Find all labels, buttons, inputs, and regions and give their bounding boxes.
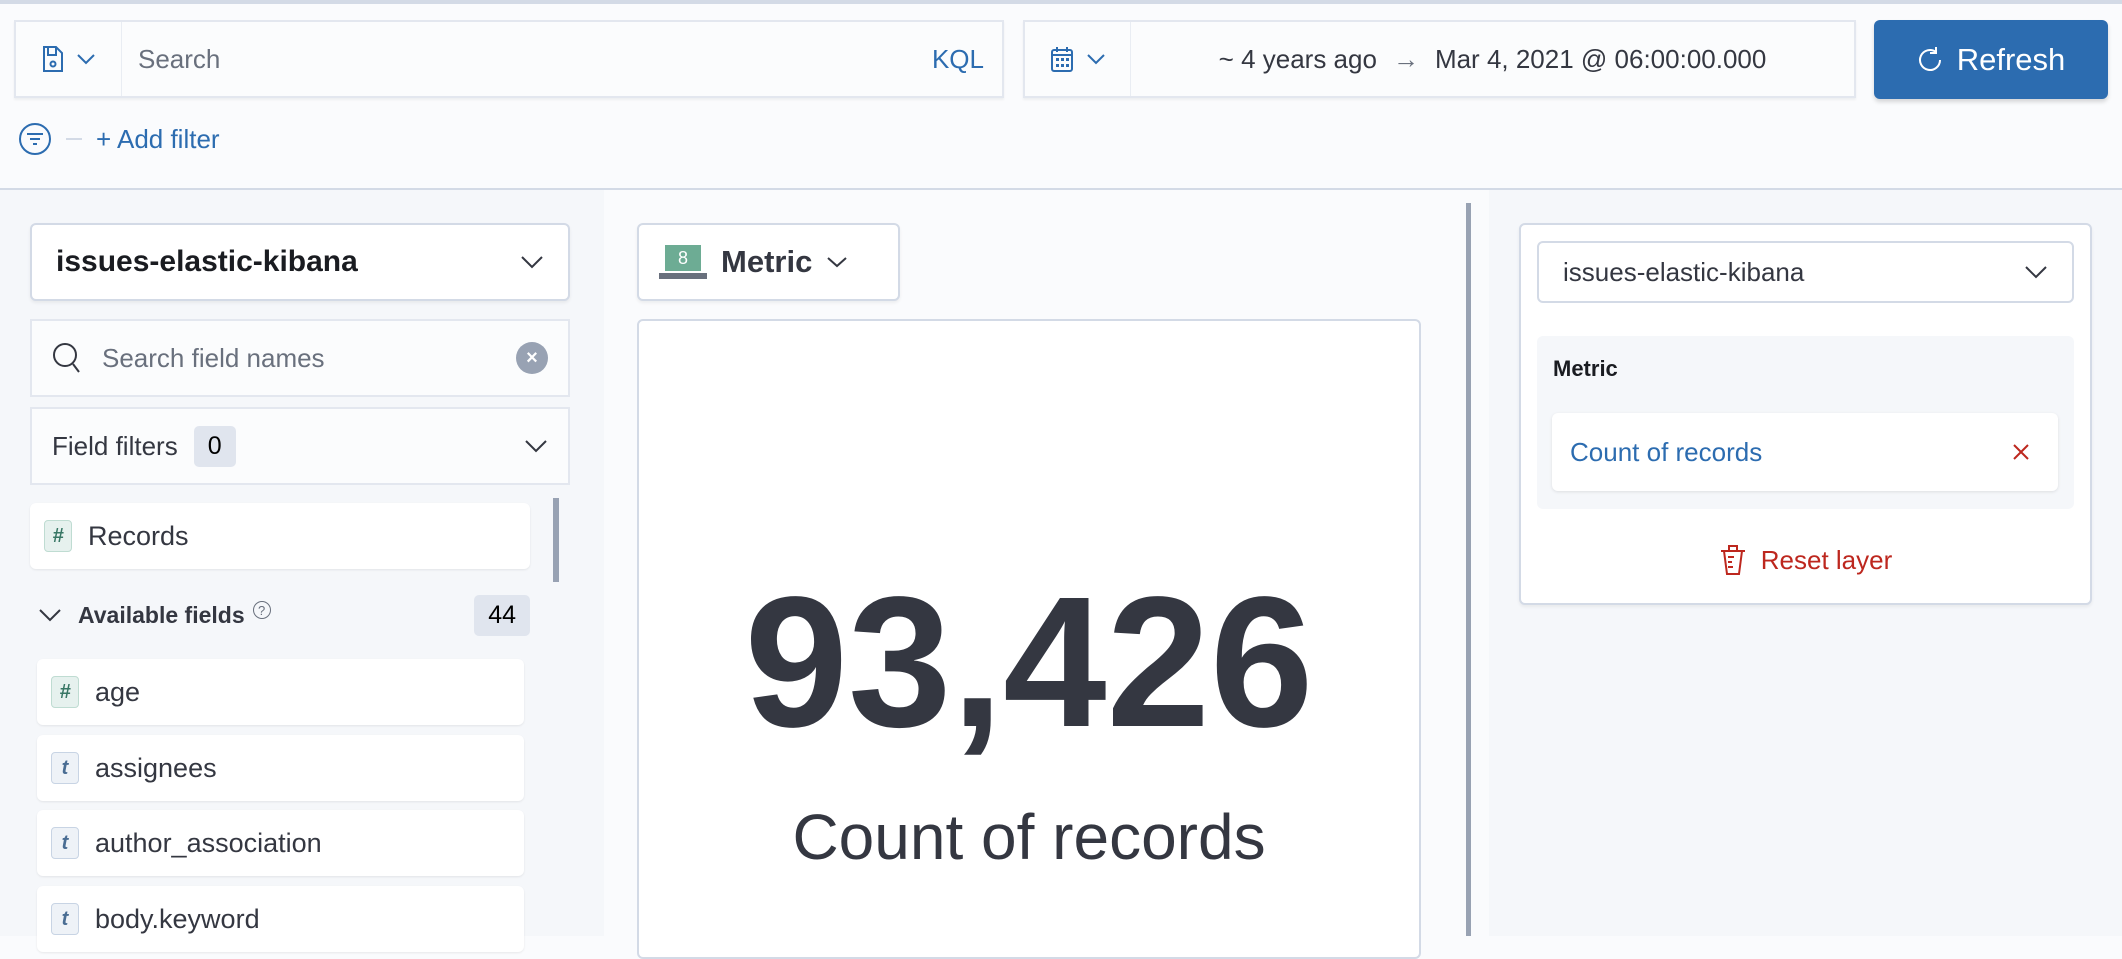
filter-divider [66, 138, 82, 140]
field-item[interactable]: t assignees [37, 735, 524, 801]
refresh-button[interactable]: Refresh [1874, 20, 2108, 99]
trash-icon [1720, 545, 1745, 575]
metric-chart-icon: 8 [659, 245, 707, 279]
chevron-down-icon [827, 257, 847, 268]
field-name: body.keyword [95, 903, 260, 934]
refresh-icon [1918, 46, 1941, 71]
kql-toggle[interactable]: KQL [931, 43, 984, 74]
workspace-panel [637, 319, 1421, 959]
chevron-down-icon [1086, 54, 1105, 65]
field-item[interactable]: # age [37, 659, 524, 725]
arrow-right-icon: → [1392, 43, 1419, 74]
metric-value: 93,426 [744, 559, 1314, 766]
help-icon[interactable]: ? [252, 601, 271, 619]
field-item[interactable]: t author_association [37, 810, 524, 876]
field-name: Records [88, 520, 189, 551]
metric-label: Count of records [792, 801, 1266, 873]
field-filters-label: Field filters [52, 430, 178, 461]
calendar-icon [1050, 47, 1073, 72]
filter-row: + Add filter [18, 122, 220, 156]
field-filters-toggle[interactable]: Field filters 0 [30, 407, 570, 485]
quick-date-button[interactable] [1025, 22, 1131, 96]
refresh-label: Refresh [1956, 41, 2066, 77]
saved-query-button[interactable] [16, 22, 122, 96]
search-field-names-input[interactable] [102, 342, 496, 374]
index-pattern-switcher[interactable]: issues-elastic-kibana [30, 223, 570, 301]
date-picker: ~ 4 years ago → Mar 4, 2021 @ 06:00:00.0… [1023, 20, 1856, 98]
scrollbar[interactable] [553, 498, 559, 582]
clear-icon[interactable]: × [516, 342, 548, 374]
metric-group-label: Metric [1553, 356, 1618, 381]
available-fields-count: 44 [474, 594, 530, 636]
index-pattern-title: issues-elastic-kibana [56, 245, 358, 278]
dimension-label[interactable]: Count of records [1570, 436, 1763, 467]
reset-layer-label: Reset layer [1760, 544, 1893, 575]
end-date[interactable]: Mar 4, 2021 @ 06:00:00.000 [1434, 43, 1767, 74]
filter-icon[interactable] [18, 122, 52, 156]
chevron-down-icon [2025, 266, 2047, 279]
string-token-icon: t [51, 827, 79, 859]
start-date[interactable]: ~ 4 years ago [1218, 43, 1377, 74]
field-name: age [95, 676, 141, 707]
close-icon[interactable] [2012, 443, 2030, 461]
number-token-icon: # [51, 676, 79, 708]
chevron-down-icon [39, 609, 61, 622]
chevron-down-icon [521, 256, 543, 269]
available-fields-header[interactable]: Available fields ? 44 [38, 594, 530, 636]
save-icon [42, 46, 63, 72]
panel-resize-handle[interactable] [1466, 203, 1471, 936]
search-icon [53, 343, 80, 373]
available-fields-label: Available fields [78, 601, 245, 628]
field-item[interactable]: t body.keyword [37, 886, 524, 952]
field-name: author_association [95, 827, 322, 858]
dimension-count-of-records[interactable]: Count of records [1552, 413, 2058, 491]
chevron-down-icon [525, 440, 547, 453]
field-search: × [30, 319, 570, 397]
field-item-records[interactable]: # Records [30, 503, 530, 569]
header-divider [0, 188, 2122, 190]
string-token-icon: t [51, 903, 79, 935]
top-border [0, 0, 2122, 4]
layer-index-pattern: issues-elastic-kibana [1563, 256, 1805, 287]
field-name: assignees [95, 752, 217, 783]
layer-index-pattern-select[interactable]: issues-elastic-kibana [1537, 241, 2074, 303]
string-token-icon: t [51, 752, 79, 784]
reset-layer-button[interactable]: Reset layer [1519, 544, 2092, 576]
chart-type-label: Metric [721, 244, 813, 279]
query-bar: KQL [14, 20, 1004, 98]
chevron-down-icon [76, 54, 95, 65]
chart-switcher[interactable]: 8 Metric [637, 223, 900, 301]
add-filter-button[interactable]: + Add filter [96, 123, 220, 154]
search-input[interactable] [122, 43, 932, 75]
field-filters-count: 0 [193, 425, 236, 467]
number-token-icon: # [44, 520, 72, 552]
